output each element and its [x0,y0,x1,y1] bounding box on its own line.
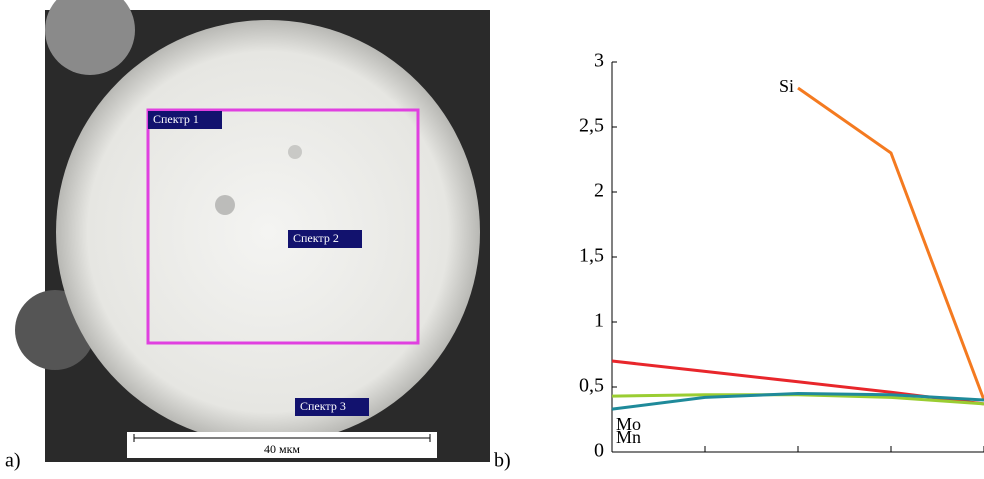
panel-label: b) [494,450,511,472]
y-tick-label: 1,5 [579,245,604,267]
y-tick-label: 1 [594,310,604,332]
y-tick-label: 0,5 [579,375,604,397]
annotation: Спектр 2 [293,231,339,245]
figure: Спектр 1 Спектр 2 Спектр 3 40 мкм a) b) … [0,0,984,474]
series-label: Si [779,76,794,96]
spot [215,195,235,215]
y-tick-label: 0 [594,440,604,462]
series-line [798,88,984,400]
series-label: Mn [616,427,641,447]
sample-disc [56,20,480,444]
y-tick-label: 2,5 [579,115,604,137]
panel-label: a) [5,450,21,472]
scale-bar-label: 40 мкм [264,442,300,456]
annotation: Спектр 3 [300,399,346,413]
spot [288,145,302,159]
annotation: Спектр 1 [153,112,199,126]
y-tick-label: 3 [594,50,604,72]
sem-image: Спектр 1 Спектр 2 Спектр 3 40 мкм [15,0,490,462]
y-tick-label: 2 [594,180,604,202]
